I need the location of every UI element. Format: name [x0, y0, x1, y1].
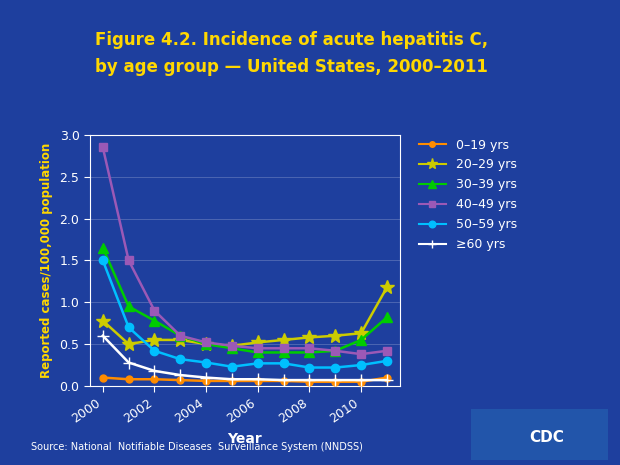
20–29 yrs [332, 333, 339, 339]
50–59 yrs [254, 360, 262, 366]
40–49 yrs [383, 348, 391, 353]
≥60 yrs [125, 360, 133, 365]
≥60 yrs [332, 377, 339, 383]
X-axis label: Year: Year [228, 432, 262, 446]
20–29 yrs [228, 343, 236, 349]
30–39 yrs [228, 345, 236, 351]
≥60 yrs [383, 377, 391, 383]
0–19 yrs [306, 379, 313, 385]
Line: ≥60 yrs: ≥60 yrs [97, 330, 392, 385]
40–49 yrs [203, 339, 210, 345]
40–49 yrs [151, 308, 158, 313]
≥60 yrs [254, 377, 262, 382]
20–29 yrs [99, 318, 107, 324]
30–39 yrs [254, 350, 262, 355]
Text: CDC: CDC [529, 430, 564, 445]
≥60 yrs [203, 375, 210, 380]
30–39 yrs [151, 318, 158, 324]
≥60 yrs [306, 377, 313, 383]
30–39 yrs [306, 350, 313, 355]
0–19 yrs [151, 377, 158, 382]
40–49 yrs [306, 345, 313, 351]
20–29 yrs [151, 337, 158, 343]
50–59 yrs [383, 358, 391, 364]
30–39 yrs [358, 337, 365, 343]
40–49 yrs [358, 352, 365, 357]
30–39 yrs [332, 348, 339, 353]
≥60 yrs [358, 377, 365, 383]
Text: by age group — United States, 2000–2011: by age group — United States, 2000–2011 [95, 59, 488, 76]
Text: Figure 4.2. Incidence of acute hepatitis C,: Figure 4.2. Incidence of acute hepatitis… [95, 31, 488, 48]
30–39 yrs [99, 245, 107, 251]
30–39 yrs [280, 350, 288, 355]
0–19 yrs [358, 379, 365, 385]
20–29 yrs [383, 285, 391, 290]
≥60 yrs [280, 377, 288, 383]
Line: 20–29 yrs: 20–29 yrs [96, 280, 394, 353]
FancyBboxPatch shape [464, 406, 614, 463]
≥60 yrs [151, 368, 158, 374]
≥60 yrs [228, 377, 236, 382]
20–29 yrs [125, 341, 133, 347]
50–59 yrs [358, 362, 365, 368]
40–49 yrs [228, 343, 236, 349]
50–59 yrs [306, 365, 313, 370]
30–39 yrs [203, 341, 210, 347]
20–29 yrs [306, 335, 313, 340]
30–39 yrs [125, 304, 133, 309]
Line: 0–19 yrs: 0–19 yrs [99, 374, 391, 385]
0–19 yrs [383, 375, 391, 380]
0–19 yrs [99, 375, 107, 380]
Line: 30–39 yrs: 30–39 yrs [98, 243, 392, 357]
≥60 yrs [99, 333, 107, 339]
40–49 yrs [254, 345, 262, 351]
≥60 yrs [177, 372, 184, 378]
0–19 yrs [203, 378, 210, 384]
20–29 yrs [280, 337, 288, 343]
50–59 yrs [228, 364, 236, 370]
40–49 yrs [125, 258, 133, 263]
0–19 yrs [254, 378, 262, 384]
Legend: 0–19 yrs, 20–29 yrs, 30–39 yrs, 40–49 yrs, 50–59 yrs, ≥60 yrs: 0–19 yrs, 20–29 yrs, 30–39 yrs, 40–49 yr… [418, 139, 517, 251]
50–59 yrs [125, 325, 133, 330]
30–39 yrs [383, 314, 391, 320]
0–19 yrs [228, 378, 236, 384]
Line: 40–49 yrs: 40–49 yrs [99, 143, 391, 359]
0–19 yrs [332, 379, 339, 385]
50–59 yrs [99, 258, 107, 263]
40–49 yrs [332, 348, 339, 353]
50–59 yrs [203, 360, 210, 365]
20–29 yrs [203, 341, 210, 347]
0–19 yrs [280, 378, 288, 384]
30–39 yrs [177, 333, 184, 339]
40–49 yrs [99, 145, 107, 150]
20–29 yrs [254, 339, 262, 345]
50–59 yrs [151, 348, 158, 353]
20–29 yrs [358, 331, 365, 336]
20–29 yrs [177, 337, 184, 343]
0–19 yrs [125, 377, 133, 382]
40–49 yrs [280, 345, 288, 351]
Text: Source: National  Notifiable Diseases  Surveillance System (NNDSS): Source: National Notifiable Diseases Sur… [31, 442, 363, 452]
40–49 yrs [177, 333, 184, 339]
50–59 yrs [332, 365, 339, 370]
50–59 yrs [280, 360, 288, 366]
Y-axis label: Reported cases/100,000 population: Reported cases/100,000 population [40, 143, 53, 378]
50–59 yrs [177, 356, 184, 362]
Line: 50–59 yrs: 50–59 yrs [99, 256, 391, 372]
0–19 yrs [177, 377, 184, 383]
